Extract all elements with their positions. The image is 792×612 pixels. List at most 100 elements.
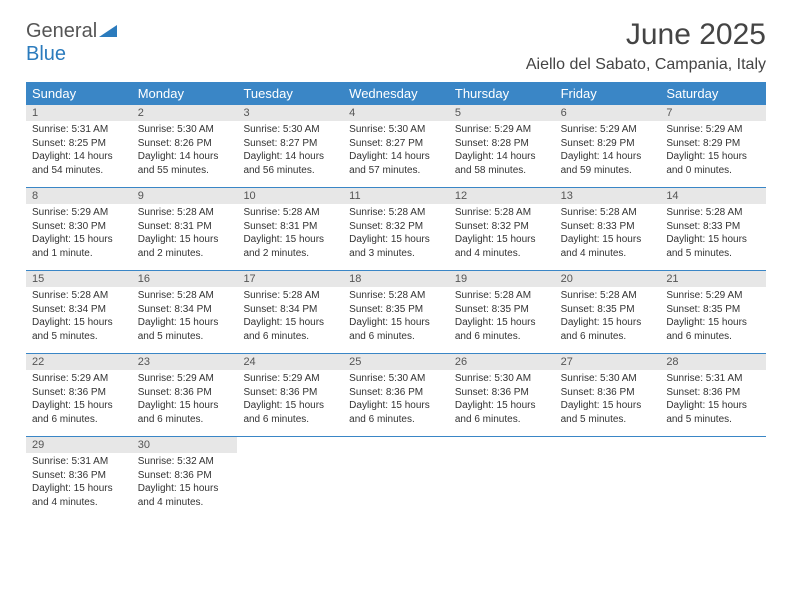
day-number: 19 xyxy=(449,271,555,287)
day-body: Sunrise: 5:30 AMSunset: 8:36 PMDaylight:… xyxy=(555,370,661,432)
calendar: SundayMondayTuesdayWednesdayThursdayFrid… xyxy=(26,82,766,519)
day-day2: and 6 minutes. xyxy=(349,413,443,427)
calendar-day: 29Sunrise: 5:31 AMSunset: 8:36 PMDayligh… xyxy=(26,437,132,519)
day-sunset: Sunset: 8:30 PM xyxy=(32,220,126,234)
day-header: Monday xyxy=(132,82,238,105)
day-sunset: Sunset: 8:29 PM xyxy=(666,137,760,151)
day-sunset: Sunset: 8:33 PM xyxy=(666,220,760,234)
day-sunset: Sunset: 8:36 PM xyxy=(349,386,443,400)
day-day1: Daylight: 15 hours xyxy=(455,233,549,247)
day-sunrise: Sunrise: 5:29 AM xyxy=(666,289,760,303)
day-day2: and 58 minutes. xyxy=(455,164,549,178)
day-day2: and 6 minutes. xyxy=(666,330,760,344)
day-body: Sunrise: 5:29 AMSunset: 8:35 PMDaylight:… xyxy=(660,287,766,349)
day-day1: Daylight: 15 hours xyxy=(666,399,760,413)
day-number: 10 xyxy=(237,188,343,204)
calendar-day: 7Sunrise: 5:29 AMSunset: 8:29 PMDaylight… xyxy=(660,105,766,187)
day-day2: and 6 minutes. xyxy=(32,413,126,427)
day-sunrise: Sunrise: 5:30 AM xyxy=(138,123,232,137)
day-number: 17 xyxy=(237,271,343,287)
calendar-day: 19Sunrise: 5:28 AMSunset: 8:35 PMDayligh… xyxy=(449,271,555,353)
day-day2: and 2 minutes. xyxy=(138,247,232,261)
day-sunset: Sunset: 8:36 PM xyxy=(32,386,126,400)
day-day1: Daylight: 15 hours xyxy=(349,316,443,330)
calendar-day: 13Sunrise: 5:28 AMSunset: 8:33 PMDayligh… xyxy=(555,188,661,270)
day-sunset: Sunset: 8:33 PM xyxy=(561,220,655,234)
day-body: Sunrise: 5:28 AMSunset: 8:33 PMDaylight:… xyxy=(660,204,766,266)
day-day1: Daylight: 15 hours xyxy=(138,233,232,247)
day-sunset: Sunset: 8:26 PM xyxy=(138,137,232,151)
day-number: 27 xyxy=(555,354,661,370)
day-sunrise: Sunrise: 5:31 AM xyxy=(32,123,126,137)
day-sunrise: Sunrise: 5:28 AM xyxy=(455,289,549,303)
day-sunrise: Sunrise: 5:30 AM xyxy=(243,123,337,137)
day-day2: and 5 minutes. xyxy=(561,413,655,427)
day-number: 29 xyxy=(26,437,132,453)
day-body: Sunrise: 5:29 AMSunset: 8:36 PMDaylight:… xyxy=(237,370,343,432)
calendar-day: 2Sunrise: 5:30 AMSunset: 8:26 PMDaylight… xyxy=(132,105,238,187)
day-body: Sunrise: 5:28 AMSunset: 8:34 PMDaylight:… xyxy=(26,287,132,349)
day-sunrise: Sunrise: 5:32 AM xyxy=(138,455,232,469)
day-number: 28 xyxy=(660,354,766,370)
day-number: 7 xyxy=(660,105,766,121)
calendar-day: 5Sunrise: 5:29 AMSunset: 8:28 PMDaylight… xyxy=(449,105,555,187)
day-day2: and 4 minutes. xyxy=(32,496,126,510)
day-day2: and 6 minutes. xyxy=(349,330,443,344)
day-header: Friday xyxy=(555,82,661,105)
day-sunrise: Sunrise: 5:29 AM xyxy=(138,372,232,386)
day-number: 25 xyxy=(343,354,449,370)
day-number: 6 xyxy=(555,105,661,121)
day-body: Sunrise: 5:30 AMSunset: 8:36 PMDaylight:… xyxy=(449,370,555,432)
day-day2: and 4 minutes. xyxy=(561,247,655,261)
day-sunrise: Sunrise: 5:28 AM xyxy=(349,206,443,220)
day-sunrise: Sunrise: 5:29 AM xyxy=(32,206,126,220)
day-day2: and 4 minutes. xyxy=(455,247,549,261)
day-sunset: Sunset: 8:25 PM xyxy=(32,137,126,151)
day-day1: Daylight: 15 hours xyxy=(455,316,549,330)
day-header: Saturday xyxy=(660,82,766,105)
day-day2: and 5 minutes. xyxy=(666,413,760,427)
day-sunset: Sunset: 8:35 PM xyxy=(349,303,443,317)
day-day1: Daylight: 15 hours xyxy=(666,316,760,330)
day-day2: and 3 minutes. xyxy=(349,247,443,261)
day-sunset: Sunset: 8:36 PM xyxy=(561,386,655,400)
day-body: Sunrise: 5:29 AMSunset: 8:28 PMDaylight:… xyxy=(449,121,555,183)
day-day1: Daylight: 14 hours xyxy=(349,150,443,164)
calendar-day: 17Sunrise: 5:28 AMSunset: 8:34 PMDayligh… xyxy=(237,271,343,353)
calendar-day: 26Sunrise: 5:30 AMSunset: 8:36 PMDayligh… xyxy=(449,354,555,436)
day-body: Sunrise: 5:30 AMSunset: 8:27 PMDaylight:… xyxy=(343,121,449,183)
day-header: Thursday xyxy=(449,82,555,105)
day-sunset: Sunset: 8:29 PM xyxy=(561,137,655,151)
day-body: Sunrise: 5:28 AMSunset: 8:31 PMDaylight:… xyxy=(132,204,238,266)
day-number: 14 xyxy=(660,188,766,204)
day-body: Sunrise: 5:29 AMSunset: 8:29 PMDaylight:… xyxy=(660,121,766,183)
day-sunrise: Sunrise: 5:30 AM xyxy=(349,123,443,137)
day-day1: Daylight: 15 hours xyxy=(349,399,443,413)
day-day2: and 6 minutes. xyxy=(455,413,549,427)
calendar-day: 6Sunrise: 5:29 AMSunset: 8:29 PMDaylight… xyxy=(555,105,661,187)
day-day2: and 55 minutes. xyxy=(138,164,232,178)
day-body: Sunrise: 5:28 AMSunset: 8:35 PMDaylight:… xyxy=(555,287,661,349)
calendar-day: 12Sunrise: 5:28 AMSunset: 8:32 PMDayligh… xyxy=(449,188,555,270)
day-header: Tuesday xyxy=(237,82,343,105)
day-number: 18 xyxy=(343,271,449,287)
day-sunset: Sunset: 8:36 PM xyxy=(455,386,549,400)
day-number: 1 xyxy=(26,105,132,121)
calendar-week: 29Sunrise: 5:31 AMSunset: 8:36 PMDayligh… xyxy=(26,437,766,519)
calendar-day: 1Sunrise: 5:31 AMSunset: 8:25 PMDaylight… xyxy=(26,105,132,187)
day-sunrise: Sunrise: 5:30 AM xyxy=(455,372,549,386)
day-number: 15 xyxy=(26,271,132,287)
day-body: Sunrise: 5:30 AMSunset: 8:27 PMDaylight:… xyxy=(237,121,343,183)
calendar-day: 23Sunrise: 5:29 AMSunset: 8:36 PMDayligh… xyxy=(132,354,238,436)
day-day1: Daylight: 15 hours xyxy=(32,399,126,413)
calendar-day: 20Sunrise: 5:28 AMSunset: 8:35 PMDayligh… xyxy=(555,271,661,353)
day-sunrise: Sunrise: 5:31 AM xyxy=(32,455,126,469)
day-number: 13 xyxy=(555,188,661,204)
calendar-day: 9Sunrise: 5:28 AMSunset: 8:31 PMDaylight… xyxy=(132,188,238,270)
day-day1: Daylight: 15 hours xyxy=(138,482,232,496)
day-number: 8 xyxy=(26,188,132,204)
calendar-day: 18Sunrise: 5:28 AMSunset: 8:35 PMDayligh… xyxy=(343,271,449,353)
day-number: 4 xyxy=(343,105,449,121)
day-day2: and 6 minutes. xyxy=(455,330,549,344)
day-number: 16 xyxy=(132,271,238,287)
